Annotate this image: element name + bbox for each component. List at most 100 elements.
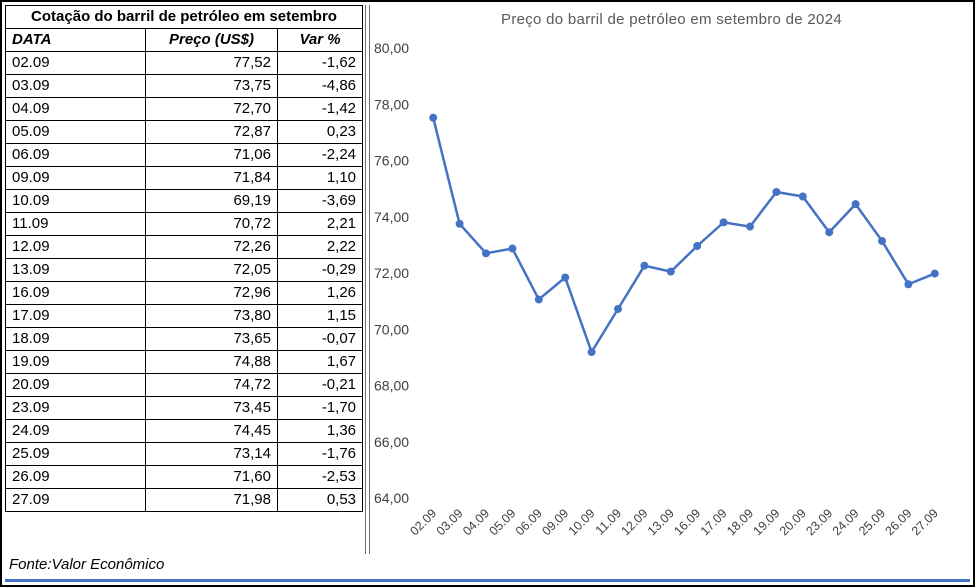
table-row: 26.09 71,60 -2,53 [5, 465, 364, 489]
table-row: 04.09 72,70 -1,42 [5, 97, 364, 121]
cell-var: -2,24 [276, 143, 364, 167]
cell-date: 24.09 [5, 419, 146, 443]
cell-var: -2,53 [276, 465, 364, 489]
cell-price: 74,88 [145, 350, 278, 374]
data-point-marker [640, 261, 649, 270]
x-tick-label: 09.09 [539, 506, 571, 538]
x-tick-label: 17.09 [698, 506, 730, 538]
table-row: 16.09 72,96 1,26 [5, 281, 364, 305]
x-tick-label: 19.09 [751, 506, 783, 538]
table-row: 03.09 73,75 -4,86 [5, 74, 364, 98]
table-row: 25.09 73,14 -1,76 [5, 442, 364, 466]
data-point-marker [587, 348, 596, 357]
x-tick-label: 16.09 [671, 506, 703, 538]
cell-date: 03.09 [5, 74, 146, 98]
cell-price: 74,45 [145, 419, 278, 443]
cell-date: 27.09 [5, 488, 146, 512]
cell-date: 06.09 [5, 143, 146, 167]
data-point-marker [772, 188, 781, 196]
cell-date: 26.09 [5, 465, 146, 489]
cell-date: 23.09 [5, 396, 146, 420]
cell-var: 1,36 [276, 419, 364, 443]
table-row: 09.09 71,84 1,10 [5, 166, 364, 190]
data-point-marker [614, 305, 622, 313]
cell-date: 05.09 [5, 120, 146, 144]
table-row: 23.09 73,45 -1,70 [5, 396, 364, 420]
cell-var: 0,23 [276, 120, 364, 144]
cell-price: 73,14 [145, 442, 278, 466]
table-row: 10.09 69,19 -3,69 [5, 189, 364, 213]
cell-price: 77,52 [145, 51, 278, 75]
cell-price: 71,84 [145, 166, 278, 190]
x-tick-label: 26.09 [883, 506, 915, 538]
data-point-marker [508, 244, 517, 253]
cell-var: -4,86 [276, 74, 364, 98]
cell-var: -0,07 [276, 327, 364, 351]
cell-price: 72,05 [145, 258, 278, 282]
table-row: 05.09 72,87 0,23 [5, 120, 364, 144]
table-row: 24.09 74,45 1,36 [5, 419, 364, 443]
cell-var: 1,26 [276, 281, 364, 305]
cell-var: -3,69 [276, 189, 364, 213]
cell-price: 72,70 [145, 97, 278, 121]
data-point-marker [851, 200, 860, 209]
cell-date: 19.09 [5, 350, 146, 374]
data-point-marker [798, 192, 807, 201]
data-point-marker [930, 269, 939, 278]
table-body: 02.09 77,52 -1,62 03.09 73,75 -4,86 04.09 72,70… [5, 51, 364, 512]
cell-date: 04.09 [5, 97, 146, 121]
table-row: 19.09 74,88 1,67 [5, 350, 364, 374]
cell-date: 25.09 [5, 442, 146, 466]
cell-date: 02.09 [5, 51, 146, 75]
data-point-marker [561, 273, 570, 282]
data-point-marker [482, 249, 490, 258]
column-header-data: DATA [5, 28, 146, 52]
cell-date: 11.09 [5, 212, 146, 236]
table-row: 17.09 73,80 1,15 [5, 304, 364, 328]
data-point-marker [666, 267, 675, 276]
y-tick-label: 68,00 [374, 378, 409, 394]
column-header-var: Var % [276, 28, 364, 52]
cell-date: 12.09 [5, 235, 146, 259]
data-point-marker [719, 218, 728, 227]
cell-price: 71,60 [145, 465, 278, 489]
x-tick-label: 18.09 [724, 506, 756, 538]
chart-title: Preço do barril de petróleo em setembro … [501, 11, 842, 28]
cell-var: -1,42 [276, 97, 364, 121]
source-note: Fonte:Valor Econômico [9, 556, 165, 573]
cell-var: 2,21 [276, 212, 364, 236]
cell-date: 10.09 [5, 189, 146, 213]
x-tick-label: 27.09 [909, 506, 941, 538]
y-tick-label: 70,00 [374, 321, 409, 337]
table-row: 18.09 73,65 -0,07 [5, 327, 364, 351]
table-row: 02.09 77,52 -1,62 [5, 51, 364, 75]
x-tick-label: 02.09 [407, 506, 439, 538]
price-line [431, 116, 937, 354]
x-tick-label: 25.09 [856, 506, 888, 538]
data-point-marker [746, 222, 754, 231]
cell-price: 73,75 [145, 74, 278, 98]
cell-var: -0,21 [276, 373, 364, 397]
cell-price: 74,72 [145, 373, 278, 397]
line-chart: 64,00 66,00 68,00 70,00 72,00 74,00 76,00 78,00… [374, 40, 941, 538]
table-row: 13.09 72,05 -0,29 [5, 258, 364, 282]
table-row: 27.09 71,98 0,53 [5, 488, 364, 512]
cell-price: 71,06 [145, 143, 278, 167]
y-tick-label: 72,00 [374, 265, 409, 281]
x-tick-label: 23.09 [803, 506, 835, 538]
data-point-marker [455, 219, 464, 228]
x-tick-label: 12.09 [619, 506, 651, 538]
table-title: Cotação do barril de petróleo em setembr… [4, 5, 364, 29]
cell-var: 2,22 [276, 235, 364, 259]
cell-date: 09.09 [5, 166, 146, 190]
cell-price: 70,72 [145, 212, 278, 236]
x-tick-label: 06.09 [513, 506, 545, 538]
cell-var: 0,53 [276, 488, 364, 512]
table-panel: Cotação do barril de petróleo em setembr… [2, 2, 365, 554]
x-tick-label: 05.09 [487, 506, 519, 538]
table-row: 12.09 72,26 2,22 [5, 235, 364, 259]
table-row: 11.09 70,72 2,21 [5, 212, 364, 236]
y-tick-label: 80,00 [374, 40, 409, 56]
cell-price: 73,65 [145, 327, 278, 351]
